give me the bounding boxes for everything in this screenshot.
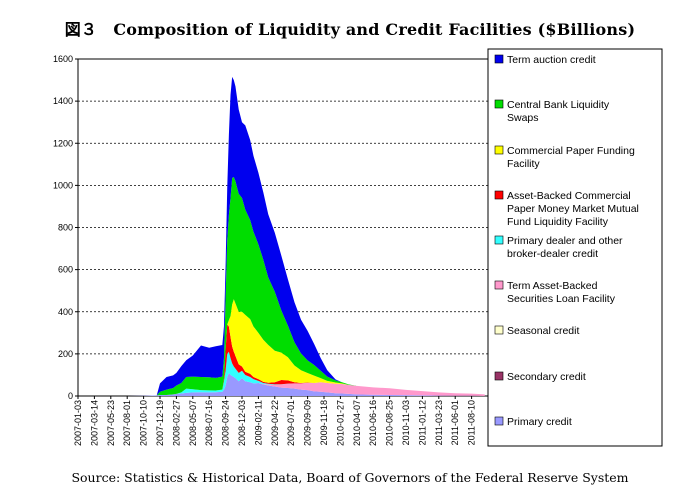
legend-label-term-asset-backed-securities-loan-facility: Term Asset-Backed Securities Loan Facilit… [507,280,616,305]
legend-label-central-bank-liquidity-swaps: Central Bank Liquidity Swaps [507,99,610,124]
x-tick-label: 2010-04-07 [352,400,362,446]
x-tick-label: 2009-02-11 [253,400,263,445]
x-tick-label: 2010-11-03 [401,400,411,445]
legend-label-asset-backed-commercial-paper-money-market-mutual-fund-liquidity-facility: Asset-Backed Commercial Paper Money Marke… [507,190,639,228]
y-tick-label: 1400 [53,96,73,106]
legend-swatch-primary-credit [494,416,504,426]
x-tick-label: 2011-03-23 [434,400,444,445]
x-tick-label: 2011-01-12 [417,400,427,445]
legend-swatch-term-asset-backed-securities-loan-facility [494,280,504,290]
legend-box [487,48,663,447]
y-tick-label: 1600 [53,54,73,64]
y-tick-label: 1200 [53,138,73,148]
area-central-bank-liquidity-swaps [78,176,485,396]
legend: Term auction credit Central Bank Liquidit… [494,54,639,428]
area-primary-credit [78,372,485,396]
y-tick-label: 0 [68,391,73,401]
x-tick-label: 2011-06-01 [450,400,460,445]
x-tick-label: 2008-12-03 [237,400,247,446]
legend-swatch-asset-backed-commercial-paper-money-market-mutual-fund-liquidity-facility [494,190,504,200]
x-tick-label: 2008-07-16 [204,400,214,446]
x-tick-label: 2008-05-07 [188,400,198,446]
y-tick-label: 800 [58,223,73,233]
y-tick-label: 600 [58,265,73,275]
source-note: Source: Statistics & Historical Data, Bo… [71,470,629,485]
area-asset-backed-commercial-paper-money-market-mutual-fund-liquidity-facility [78,324,485,396]
x-tick-label: 2008-02-27 [171,400,181,446]
legend-swatch-primary-dealer-and-other-broker-dealer-credit [494,235,504,245]
legend-label-primary-dealer-and-other-broker-dealer-credit: Primary dealer and other broker-dealer cr… [507,235,623,260]
legend-label-primary-credit: Primary credit [507,416,572,428]
y-tick-label: 200 [58,349,73,359]
legend-swatch-central-bank-liquidity-swaps [494,99,504,109]
x-tick-label: 2007-08-01 [122,400,132,446]
x-tick-label: 2007-10-10 [139,400,149,446]
x-tick-label: 2007-12-19 [155,400,165,446]
area-commercial-paper-funding-facility [78,299,485,396]
legend-label-seasonal-credit: Seasonal credit [507,325,579,337]
legend-swatch-term-auction-credit [494,54,504,64]
legend-label-secondary-credit: Secondary credit [507,371,586,383]
x-tick-label: 2010-01-27 [335,400,345,446]
x-tick-label: 2009-09-09 [303,400,313,446]
x-tick-label: 2009-11-18 [319,400,329,445]
y-tick-label: 1000 [53,180,73,190]
legend-label-commercial-paper-funding-facility: Commercial Paper Funding Facility [507,145,635,170]
x-tick-label: 2007-05-23 [106,400,116,446]
legend-label-term-auction-credit: Term auction credit [507,54,596,66]
x-tick-label: 2007-03-14 [89,400,99,446]
x-tick-label: 2009-07-01 [286,400,296,446]
chart-title: 図３ Composition of Liquidity and Credit F… [64,20,636,39]
y-tick-label: 400 [58,307,73,317]
legend-swatch-commercial-paper-funding-facility [494,145,504,155]
legend-swatch-secondary-credit [494,371,504,381]
legend-swatch-seasonal-credit [494,325,504,335]
x-tick-label: 2011-08-10 [467,400,477,445]
x-tick-label: 2010-08-25 [385,400,395,446]
x-tick-label: 2007-01-03 [73,400,83,446]
x-tick-label: 2010-06-16 [368,400,378,446]
x-tick-label: 2009-04-22 [270,400,280,446]
x-tick-label: 2008-09-24 [221,400,231,446]
